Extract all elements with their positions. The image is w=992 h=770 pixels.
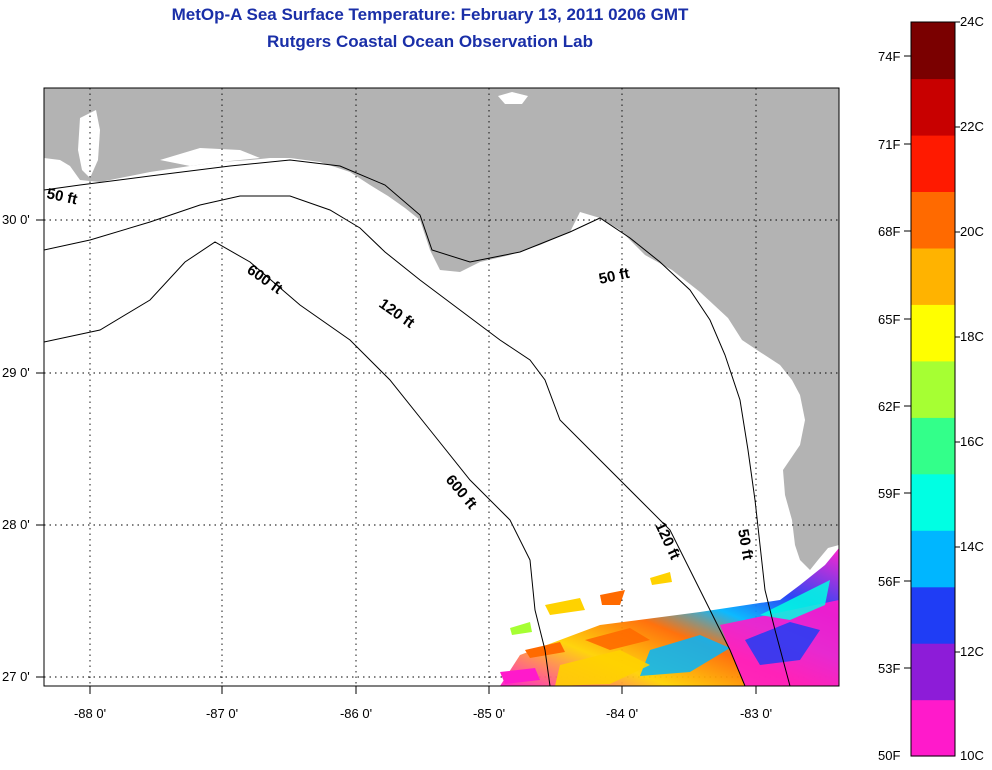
lon-label-84: -84 0' <box>605 706 639 721</box>
contour-600ft <box>44 241 551 686</box>
scale-c-20: 20C <box>960 224 984 239</box>
color-scale-ticks <box>904 21 960 669</box>
contour-120ft <box>44 195 746 686</box>
scale-c-16: 16C <box>960 434 984 449</box>
mobile-bay <box>78 110 100 178</box>
scale-c-22: 22C <box>960 119 984 134</box>
lat-label-29: 29 0' <box>2 365 30 380</box>
scale-f-62: 62F <box>878 399 901 414</box>
scale-f-56: 56F <box>878 574 901 589</box>
scale-f-65: 65F <box>878 312 901 327</box>
depth-contours <box>44 159 791 686</box>
color-band <box>911 304 955 362</box>
lat-label-28: 28 0' <box>2 517 30 532</box>
land-mass <box>44 88 839 570</box>
map-title: MetOp-A Sea Surface Temperature: Februar… <box>171 5 689 24</box>
scale-f-68: 68F <box>878 224 901 239</box>
color-band <box>911 417 955 475</box>
color-band <box>911 22 955 80</box>
lake-inland <box>498 92 528 104</box>
color-band <box>911 530 955 588</box>
lon-label-87: -87 0' <box>205 706 239 721</box>
graticule <box>44 88 839 686</box>
scale-c-24: 24C <box>960 14 984 29</box>
contour-label-s50: 50 ft <box>734 528 756 561</box>
scale-f-71: 71F <box>878 137 901 152</box>
map-subtitle: Rutgers Coastal Ocean Observation Lab <box>267 32 593 51</box>
color-band <box>911 191 955 249</box>
lon-label-83: -83 0' <box>739 706 773 721</box>
frame-ticks <box>36 219 757 694</box>
color-band <box>911 643 955 701</box>
map-frame <box>43 87 840 687</box>
color-band <box>911 78 955 136</box>
contour-label-w50: 50 ft <box>45 185 79 208</box>
color-band <box>911 473 955 531</box>
lon-label-88: -88 0' <box>73 706 107 721</box>
contour-50ft <box>44 159 791 686</box>
color-band <box>911 360 955 418</box>
color-band <box>911 247 955 305</box>
color-scale-frame <box>910 21 956 757</box>
sst-map: 50 ft 600 ft 120 ft 50 ft 600 ft 120 ft … <box>36 87 840 694</box>
bay-inlet <box>160 148 260 166</box>
scale-f-59: 59F <box>878 486 901 501</box>
contour-label-e50: 50 ft <box>597 265 631 288</box>
scale-c-12: 12C <box>960 644 984 659</box>
scale-f-50: 50F <box>878 748 901 763</box>
lat-label-30: 30 0' <box>2 212 30 227</box>
color-scale-bands <box>911 22 955 757</box>
lon-label-85: -85 0' <box>472 706 506 721</box>
lon-label-86: -86 0' <box>339 706 373 721</box>
sst-swath <box>500 548 839 686</box>
scale-c-14: 14C <box>960 539 984 554</box>
color-band <box>911 699 955 757</box>
scale-f-53: 53F <box>878 661 901 676</box>
scale-f-74: 74F <box>878 49 901 64</box>
scale-c-10: 10C <box>960 748 984 763</box>
scale-c-18: 18C <box>960 329 984 344</box>
color-band <box>911 134 955 192</box>
lat-label-27: 27 0' <box>2 669 30 684</box>
color-band <box>911 586 955 644</box>
